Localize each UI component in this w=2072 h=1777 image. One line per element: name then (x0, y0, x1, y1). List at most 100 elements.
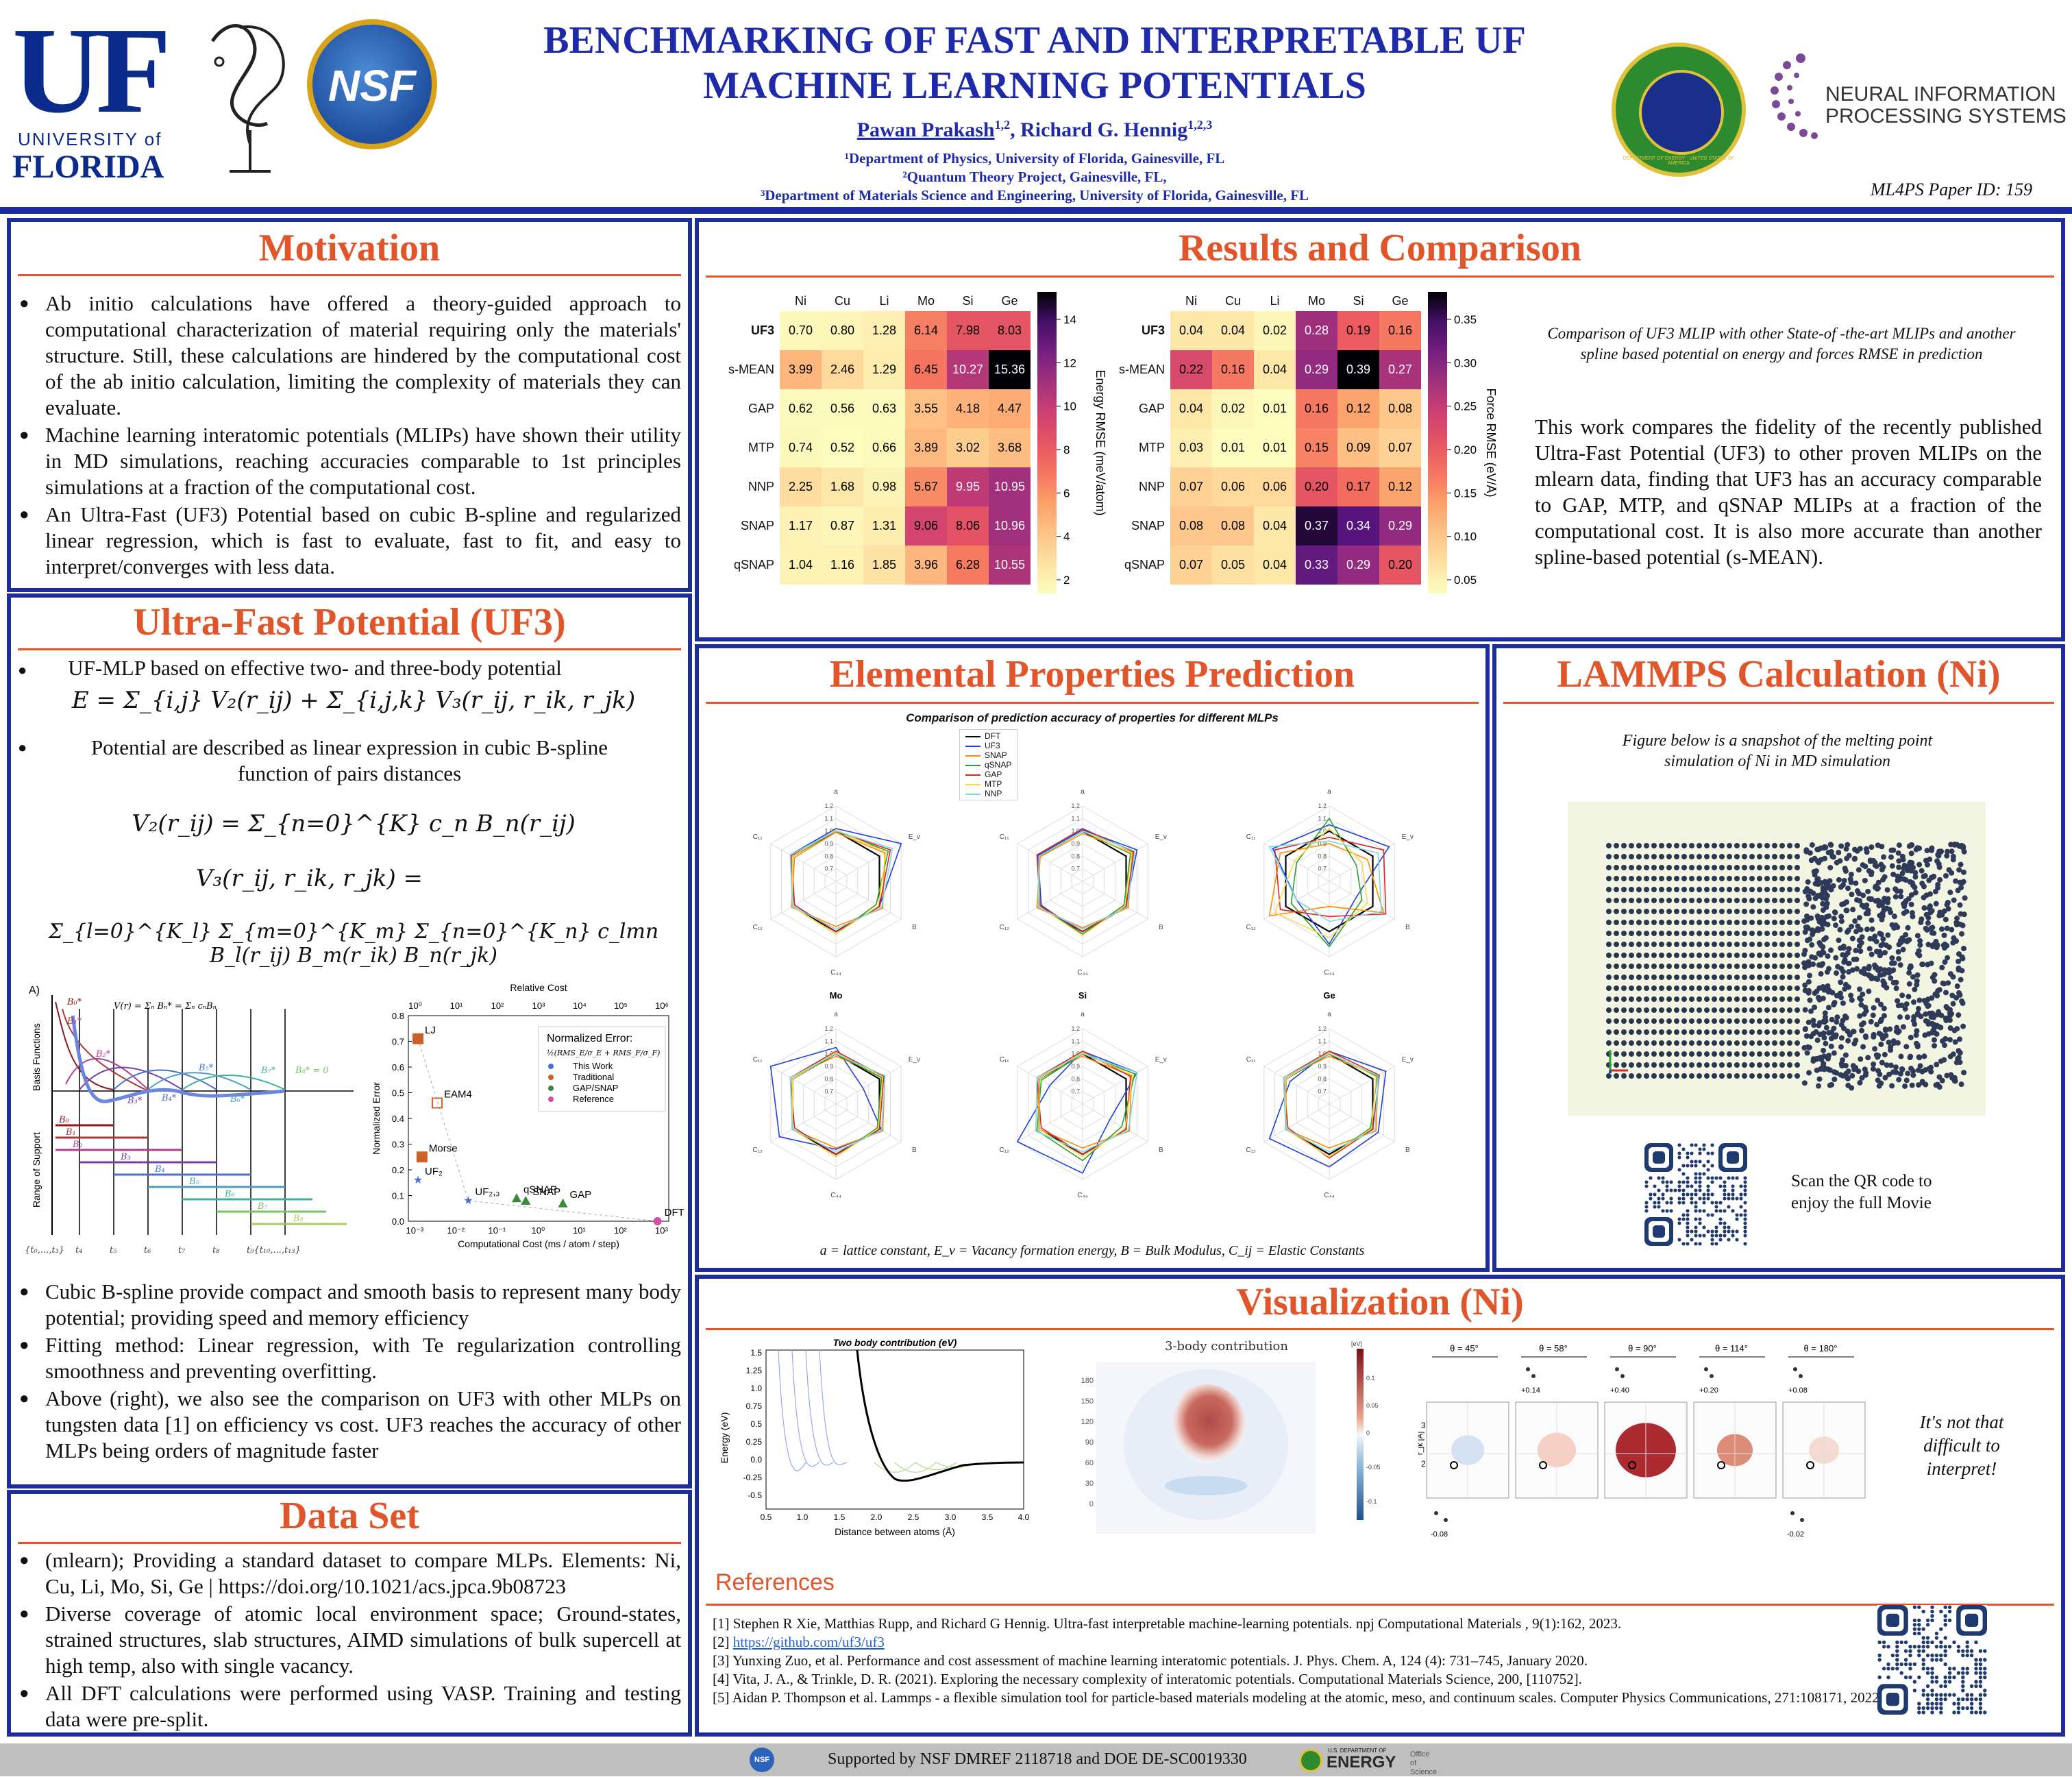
fig-a-label: A) (29, 985, 40, 996)
atom (1697, 1018, 1702, 1024)
atom (1962, 895, 1968, 901)
heatmap-table: Ni Cu Li Mo Si Ge UF3 0.70 0.80 1.28 6.14 7.98 8.03 s… (719, 291, 1031, 585)
atom (1888, 854, 1894, 860)
legend-title: Normalized Error: (547, 1033, 632, 1044)
qr-module (1743, 1176, 1747, 1180)
atom (1802, 929, 1808, 935)
qr-module (1961, 1667, 1965, 1671)
qr-module (1921, 1689, 1925, 1693)
poster-title: BENCHMARKING OF FAST AND INTERPRETABLE U… (452, 18, 1617, 108)
atom (1704, 931, 1710, 936)
radar-spoke (770, 1103, 837, 1142)
atom (1659, 843, 1664, 848)
heatmap-cell: 1.28 (863, 311, 905, 350)
atom (1772, 909, 1777, 914)
atom (1742, 942, 1747, 947)
references-qr-code[interactable] (1877, 1605, 1987, 1715)
atom (1629, 1007, 1634, 1013)
atom (1787, 898, 1792, 903)
qr-module (1706, 1168, 1710, 1172)
qr-module (1653, 1192, 1657, 1197)
atom (1802, 947, 1808, 953)
atom (1629, 1018, 1634, 1024)
radar-axis-label: a (1327, 1011, 1331, 1018)
atom (1787, 854, 1792, 859)
atom (1932, 1042, 1938, 1049)
atom (1795, 898, 1800, 903)
qr-module (1921, 1706, 1925, 1711)
qr-module (1934, 1636, 1939, 1640)
qr-module (1681, 1192, 1686, 1197)
atom (1819, 914, 1825, 920)
y-axis-label: Normalized Error (371, 1082, 382, 1155)
qr-module (1974, 1684, 1978, 1689)
qr-module (1694, 1180, 1698, 1184)
qr-module (1895, 1658, 1899, 1662)
qr-module (1895, 1649, 1899, 1653)
qr-module (1698, 1151, 1702, 1155)
atom (1689, 887, 1694, 892)
heatmap-row-label: MTP (748, 441, 774, 454)
atom (1942, 959, 1948, 965)
radar-axis-label: C₄₄ (1324, 969, 1334, 977)
atom (1674, 887, 1679, 892)
atom (1621, 920, 1627, 925)
atom (1772, 931, 1777, 936)
atom (1757, 1051, 1762, 1057)
atom (1945, 980, 1951, 986)
atom (1853, 929, 1860, 935)
qr-module (1677, 1197, 1681, 1201)
qr-module (1939, 1640, 1943, 1645)
atom (1772, 854, 1777, 859)
atom (1823, 935, 1829, 941)
atom (1681, 953, 1687, 958)
radar-legend-entry: qSNAP (965, 760, 1011, 770)
atom (1772, 996, 1777, 1002)
qr-module (1921, 1711, 1925, 1715)
qr-module (1698, 1234, 1702, 1238)
qr-module (1706, 1160, 1710, 1164)
md-atoms-image (1606, 842, 1968, 1091)
atom (1629, 996, 1634, 1002)
two-body-title: Two body contribution (eV) (833, 1337, 957, 1348)
atom (1825, 953, 1831, 959)
atom (1704, 843, 1710, 848)
reference-2-link[interactable]: https://github.com/uf3/uf3 (732, 1634, 885, 1650)
qr-module (1943, 1680, 1947, 1684)
atom (1712, 975, 1717, 980)
ytick-label: 0.5 (392, 1088, 404, 1099)
atom (1614, 876, 1619, 881)
qr-module (1947, 1645, 1952, 1649)
qr-module (1930, 1658, 1934, 1662)
energy-rmse-heatmap: Ni Cu Li Mo Si Ge UF3 0.70 0.80 1.28 6.14 7.98 8.03 s… (719, 291, 1031, 585)
radar-axis-label: C₁₁ (1000, 833, 1010, 841)
visualization-panel: Visualization (Ni) Two body contribution… (695, 1275, 2065, 1737)
atom (1847, 876, 1853, 882)
atom (1614, 931, 1619, 936)
atom (1929, 1010, 1936, 1016)
qr-module (1969, 1711, 1974, 1715)
fig-a-xtick-4: t₇ (178, 1245, 186, 1255)
radar-series (1036, 828, 1135, 933)
atom (1644, 843, 1649, 848)
atom (1621, 865, 1627, 870)
basis-label: B₂ (72, 1140, 83, 1150)
atom (1787, 1007, 1792, 1013)
atom (1878, 1016, 1884, 1022)
movie-qr-code[interactable] (1644, 1143, 1747, 1246)
radar-legend-swatch (965, 745, 981, 747)
atom (1629, 1051, 1634, 1057)
qr-module (1727, 1197, 1731, 1201)
heatmap-cell: 0.12 (1379, 467, 1421, 506)
heatmap-col-label: Cu (834, 293, 850, 308)
xtick-label: 10³ (655, 1225, 668, 1236)
atom (1860, 862, 1866, 868)
atom (1935, 881, 1941, 887)
atom (1863, 846, 1869, 852)
qr-module (1727, 1238, 1731, 1242)
qr-module (1961, 1653, 1965, 1658)
atom (1757, 1018, 1762, 1024)
qr-module (1694, 1225, 1698, 1229)
atom (1903, 1077, 1910, 1083)
heatmap-cell: 1.85 (863, 546, 905, 585)
